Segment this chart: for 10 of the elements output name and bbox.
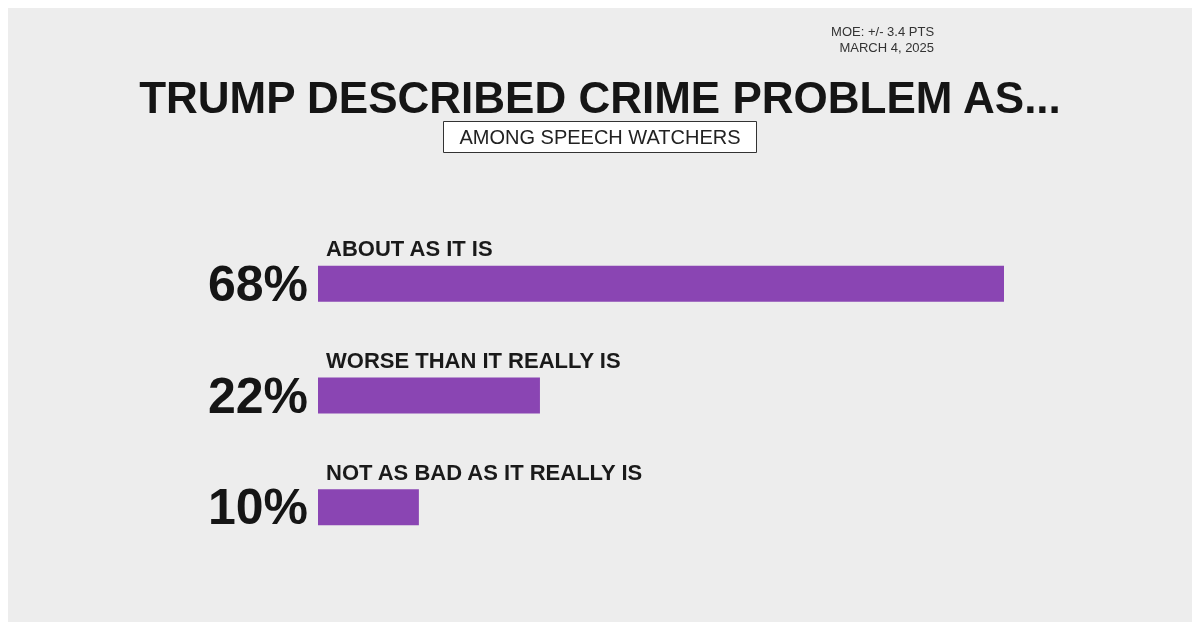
y-tick-label: WORSE THAN IT REALLY IS — [326, 348, 621, 373]
y-tick-label: ABOUT AS IT IS — [326, 236, 493, 262]
y-tick-label: NOT AS BAD AS IT REALLY IS — [326, 459, 643, 485]
text: MOE: +/- 3.4 PTS — [831, 23, 935, 39]
data-label: 22% — [207, 367, 308, 424]
data-label: 68% — [207, 255, 308, 312]
chart-subtitle: AMONG SPEECH WATCHERS — [459, 126, 741, 148]
chart-title: TRUMP DESCRIBED CRIME PROBLEM AS... — [139, 72, 1061, 122]
data-label: 10% — [207, 479, 308, 536]
text: MARCH 4, 2025 — [839, 39, 935, 55]
